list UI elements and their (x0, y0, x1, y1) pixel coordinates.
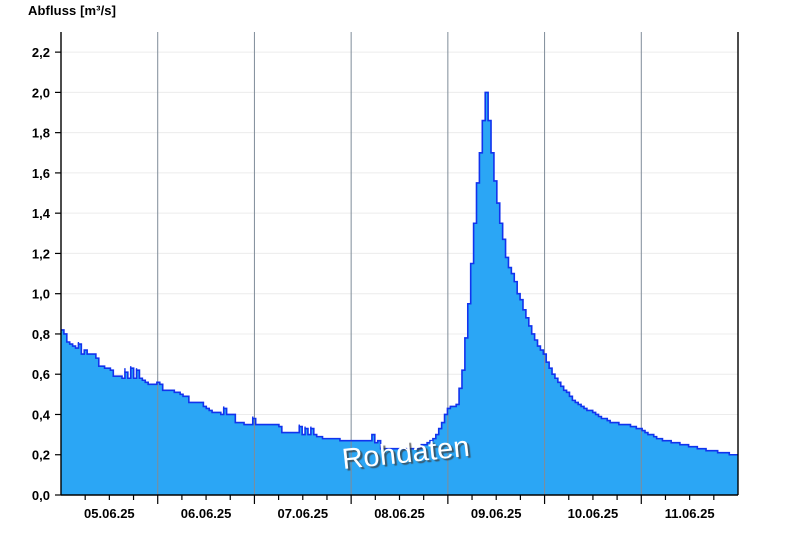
y-axis-tick-label: 0,6 (32, 367, 50, 382)
x-axis-tick-label: 06.06.25 (181, 506, 232, 521)
chart-axis-title: Abfluss [m³/s] (28, 3, 117, 18)
y-axis-tick-label: 0,2 (32, 448, 50, 463)
x-axis-tick-label: 05.06.25 (84, 506, 135, 521)
y-axis-tick-label: 0,0 (32, 488, 50, 503)
x-axis-tick-label: 07.06.25 (277, 506, 328, 521)
y-axis-tick-label: 1,2 (32, 246, 50, 261)
x-axis-labels-group: 05.06.25 06.06.25 07.06.25 08.06.25 09.06.25… (84, 506, 715, 521)
discharge-line-series (61, 91, 738, 456)
y-axis-tick-label: 1,6 (32, 166, 50, 181)
discharge-step-line (61, 91, 738, 456)
x-axis-tick-label: 11.06.25 (665, 506, 715, 521)
x-axis-tick-label: 08.06.25 (374, 506, 425, 521)
y-axis-tick-label: 1,0 (32, 287, 50, 302)
y-axis-ticks-group (55, 51, 61, 496)
y-axis-tick-label: 2,0 (32, 85, 50, 100)
y-axis-tick-label: 1,8 (32, 126, 50, 141)
x-axis-tick-label: 10.06.25 (568, 506, 619, 521)
y-axis-labels-group: 0,0 0,2 0,4 0,6 0,8 1,0 1,2 1,4 1,6 1,8 2,0 2,2 (32, 45, 51, 503)
y-axis-tick-label: 1,4 (32, 206, 51, 221)
x-axis-ticks-group (84, 495, 715, 504)
x-axis-tick-label: 09.06.25 (471, 506, 522, 521)
y-axis-tick-label: 2,2 (32, 45, 50, 60)
y-axis-tick-label: 0,4 (32, 407, 51, 422)
y-axis-tick-label: 0,8 (32, 327, 50, 342)
